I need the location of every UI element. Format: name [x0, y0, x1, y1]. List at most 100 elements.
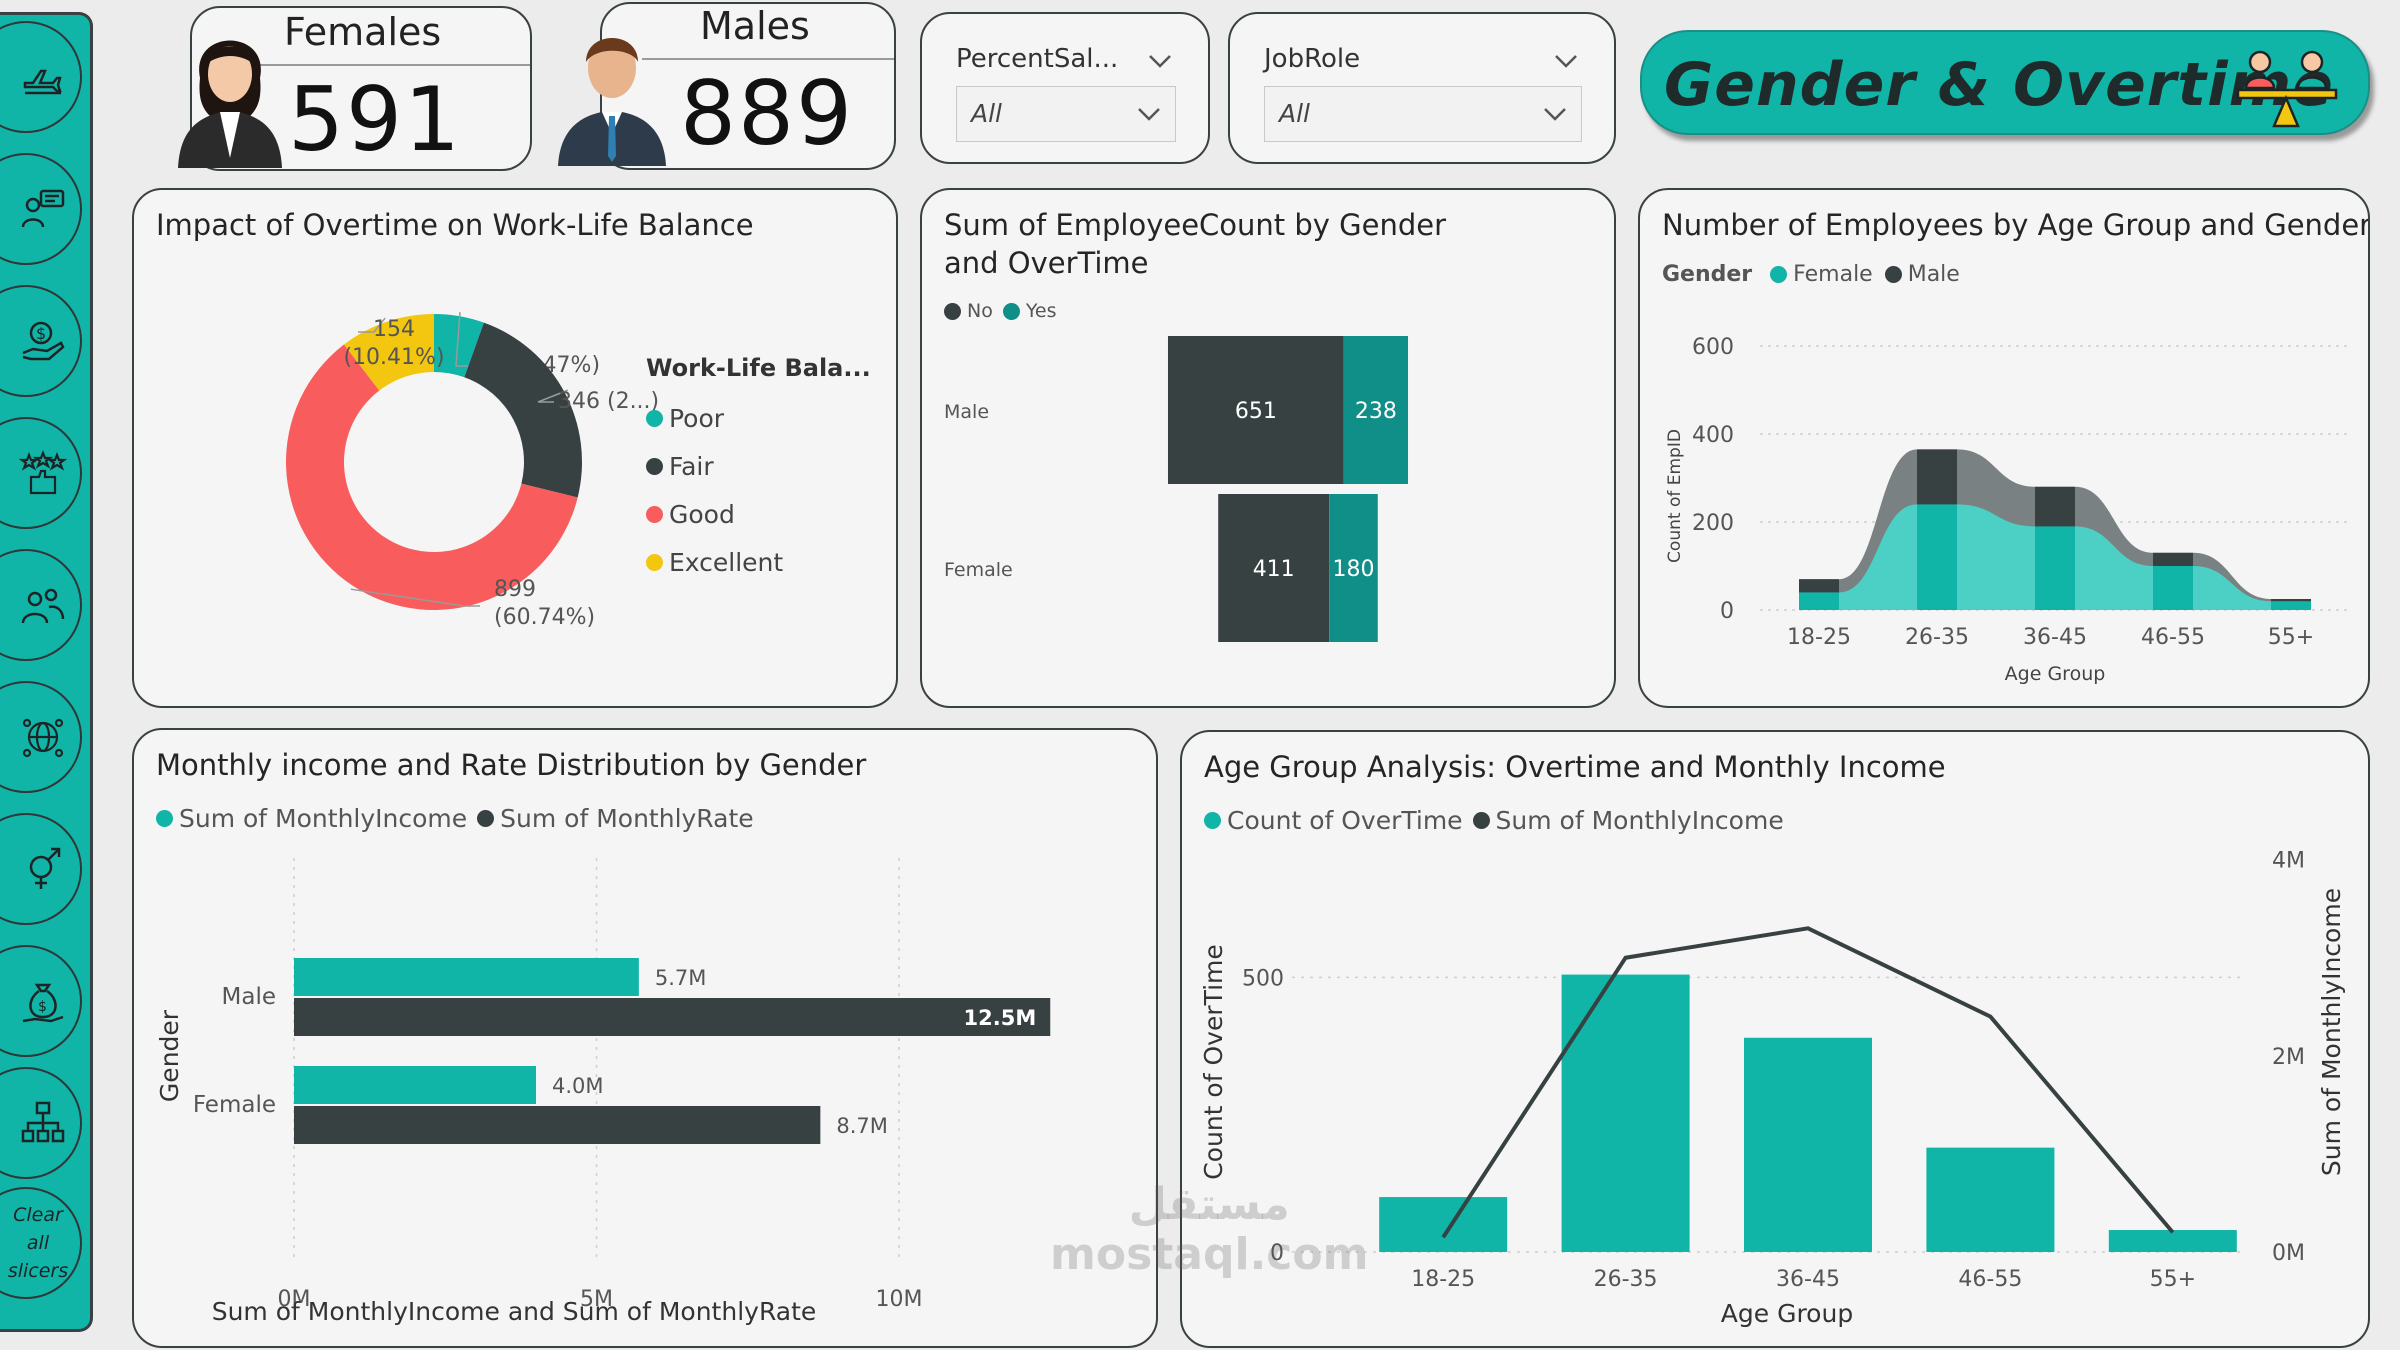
data-label: 4.0M [552, 1074, 604, 1098]
nav-sidebar: $ $ Clear all slicers [0, 12, 93, 1332]
y-tick-label-left: 0 [1270, 1241, 1284, 1266]
legend-label: Sum of MonthlyIncome [179, 804, 468, 833]
legend-item-male[interactable]: Male [1884, 262, 1960, 287]
legend-item-yes[interactable]: Yes [1002, 300, 1057, 322]
legend-item[interactable]: Count of OverTime [1204, 806, 1463, 835]
slicer-dropdown[interactable]: All [956, 86, 1176, 142]
data-label-leader [350, 588, 480, 607]
nav-button-training[interactable] [0, 153, 82, 265]
nav-button-people[interactable] [0, 549, 82, 661]
x-tick-label: 5M [580, 1287, 613, 1312]
legend-title: Work-Life Bala... [646, 354, 871, 382]
chart-legend: Sum of MonthlyIncome Sum of MonthlyRate [156, 804, 754, 833]
bar-overtime [1744, 1037, 1872, 1252]
airplane-icon [23, 69, 62, 95]
clustered-bar-chart: 0M 5M 10M Male 5.7M 12.5M Female 4.0M 8.7M Sum of… [155, 858, 1051, 1326]
donut-slice-good [286, 344, 578, 610]
slicer-dropdown[interactable]: All [1264, 86, 1582, 142]
employeecount-overtime-card: Sum of EmployeeCount by Gender and OverT… [920, 188, 1616, 708]
bar-yes [1329, 494, 1378, 642]
x-tick-label: 46-55 [2141, 625, 2205, 650]
nav-button-global[interactable] [0, 681, 82, 793]
y-tick-label: 200 [1692, 511, 1734, 536]
data-label-leader [455, 312, 472, 367]
chevron-down-icon[interactable] [1552, 52, 1580, 70]
chevron-down-icon[interactable] [1541, 105, 1569, 123]
bar-female [1917, 504, 1957, 610]
nav-button-gender[interactable] [0, 813, 82, 925]
legend-label: No [967, 300, 993, 322]
svg-text:$: $ [36, 324, 46, 343]
nav-button-hierarchy[interactable] [0, 1067, 82, 1179]
donut-slice-poor [434, 314, 484, 378]
female-avatar-icon [178, 40, 282, 168]
legend-dot [1770, 266, 1788, 283]
stacked-bar-chart: Male 651 238 Female 411 180 [944, 336, 1409, 642]
x-tick-label: 26-35 [1594, 1267, 1658, 1292]
x-tick-label: 10M [876, 1287, 923, 1312]
income-rate-card: Monthly income and Rate Distribution by … [132, 728, 1158, 1348]
legend-item-female[interactable]: Female [1770, 262, 1873, 287]
kpi-females-label: Females [284, 10, 442, 54]
legend-item[interactable]: Fair [646, 442, 783, 490]
bar-female [2035, 526, 2075, 610]
nav-button-income[interactable]: $ [0, 285, 82, 397]
legend-item-no[interactable]: No [944, 300, 993, 322]
donut-legend: Poor Fair Good Excellent [646, 394, 783, 586]
kpi-divider [252, 64, 530, 66]
gender-symbol-icon [29, 847, 61, 889]
legend-title: Gender [1662, 262, 1753, 287]
y-axis-label: Count of EmpID [1665, 429, 1685, 563]
x-axis-label: Age Group [2005, 663, 2106, 685]
donut-slice-fair [464, 322, 582, 498]
legend-item[interactable]: Excellent [646, 538, 783, 586]
bar-overtime [1561, 974, 1690, 1252]
legend-item[interactable]: Sum of MonthlyIncome [1472, 806, 1784, 835]
legend-label: Poor [669, 403, 725, 433]
bar-overtime [1926, 1147, 2055, 1252]
category-label: Female [193, 1092, 276, 1118]
banner-title: Gender & Overtime [1664, 50, 2334, 120]
legend-item[interactable]: Poor [646, 394, 783, 442]
chart-title: Impact of Overtime on Work-Life Balance [156, 208, 754, 242]
data-label: 411 [1253, 557, 1295, 582]
clear-all-slicers-button[interactable]: Clear all slicers [0, 1187, 82, 1299]
bar-income [294, 1066, 536, 1104]
bar-female [2153, 566, 2193, 610]
bar-no [1218, 494, 1330, 642]
legend-dot [1204, 812, 1221, 829]
nav-button-salary[interactable]: $ [0, 945, 82, 1057]
chevron-down-icon[interactable] [1135, 105, 1163, 123]
x-tick-label: 18-25 [1411, 1267, 1475, 1292]
legend-label: Excellent [669, 547, 784, 577]
globe-network-icon [22, 718, 64, 758]
y-tick-label-right: 0M [2272, 1241, 2305, 1266]
legend-item[interactable]: Good [646, 490, 783, 538]
slicer-percent-salary[interactable]: PercentSal... All [920, 12, 1210, 164]
y-axis-label: Gender [155, 1009, 184, 1102]
y-tick-label-right: 4M [2272, 849, 2305, 874]
nav-button-satisfaction[interactable] [0, 417, 82, 529]
x-tick-label: 18-25 [1787, 625, 1851, 650]
legend-dot [646, 457, 663, 475]
slicer-title: JobRole [1264, 44, 1361, 74]
nav-button-travel[interactable] [0, 21, 82, 133]
area-chart: 0 200 400 600 18-25 26-35 36-45 46-55 55+ Age Gro… [1665, 335, 2350, 685]
legend-label: Fair [669, 451, 714, 481]
watermark-line2: mostaql.com [1050, 1229, 1369, 1280]
bar-female [1799, 592, 1839, 610]
legend-item[interactable]: Sum of MonthlyIncome [156, 804, 467, 833]
people-icon [21, 588, 65, 624]
data-label: 180 [1332, 557, 1374, 582]
legend-dot [1002, 302, 1020, 320]
legend-dot [944, 302, 961, 320]
bar-income [294, 958, 639, 996]
chevron-down-icon[interactable] [1146, 52, 1174, 70]
legend-dot [646, 553, 663, 571]
slicer-job-role[interactable]: JobRole All [1228, 12, 1616, 164]
legend-item[interactable]: Sum of MonthlyRate [477, 804, 754, 833]
x-tick-label: 0M [278, 1287, 311, 1312]
age-gender-card: Number of Employees by Age Group and Gen… [1638, 188, 2370, 708]
data-label: 651 [1235, 399, 1277, 424]
data-label: 5.7M [655, 966, 707, 990]
